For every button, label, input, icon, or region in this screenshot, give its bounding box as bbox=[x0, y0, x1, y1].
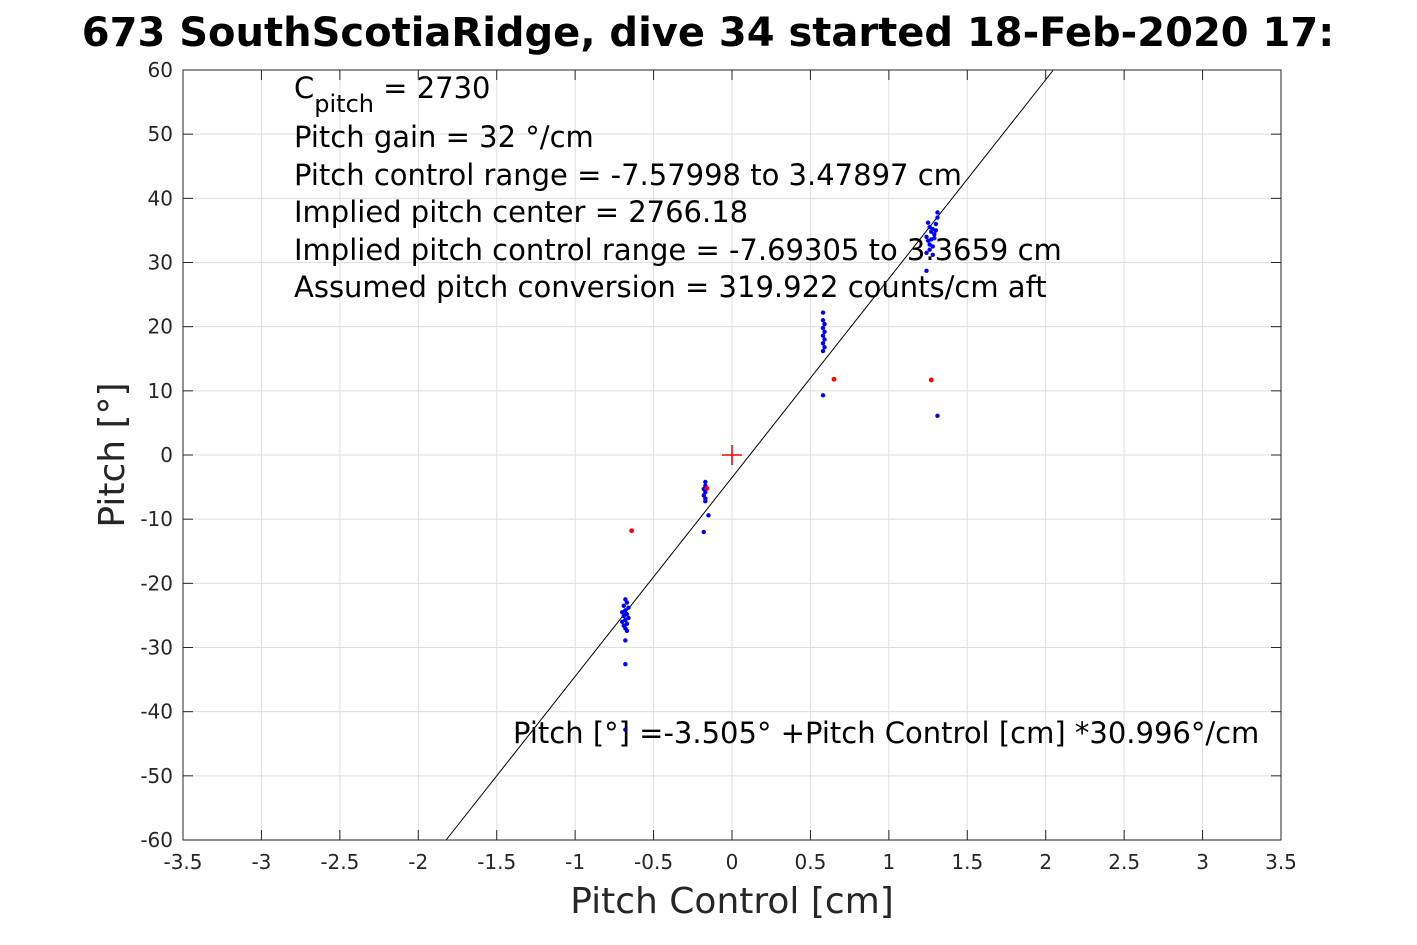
x-tick-label: 0 bbox=[726, 850, 739, 874]
blue-data-point bbox=[930, 244, 935, 249]
blue-data-point bbox=[932, 235, 937, 241]
annotation-block: Cpitch = 2730 Pitch gain = 32 °/cm Pitch… bbox=[294, 71, 1259, 750]
blue-data-point bbox=[935, 215, 940, 220]
x-tick-label: 2.5 bbox=[1108, 850, 1140, 874]
y-tick-label: -50 bbox=[140, 764, 173, 788]
blue-data-point bbox=[820, 318, 826, 323]
blue-data-point bbox=[623, 638, 628, 643]
y-tick-label: 50 bbox=[148, 122, 173, 146]
blue-data-point bbox=[624, 600, 630, 605]
y-tick-label: 10 bbox=[148, 379, 173, 403]
x-tick-label: -0.5 bbox=[634, 850, 673, 874]
red-data-point bbox=[928, 377, 934, 383]
y-tick-label: 60 bbox=[148, 58, 173, 82]
blue-data-point bbox=[935, 210, 940, 215]
blue-data-point bbox=[930, 252, 935, 257]
blue-data-point bbox=[924, 234, 929, 240]
control-range-annotation: Pitch control range = -7.57998 to 3.4789… bbox=[294, 158, 962, 192]
blue-data-point bbox=[623, 661, 628, 667]
y-tick-label: 30 bbox=[148, 251, 173, 275]
blue-data-point bbox=[820, 348, 826, 354]
blue-data-point bbox=[820, 393, 826, 398]
x-tick-label: -3.5 bbox=[163, 850, 202, 874]
blue-data-point bbox=[820, 325, 826, 331]
blue-data-point bbox=[703, 479, 708, 485]
blue-data-point bbox=[933, 228, 939, 233]
blue-data-point bbox=[621, 613, 626, 619]
blue-data-point bbox=[927, 247, 932, 252]
x-tick-label: -1 bbox=[565, 850, 585, 874]
blue-data-point bbox=[935, 413, 940, 419]
c-pitch-subscript: pitch bbox=[314, 90, 374, 118]
x-tick-label: -2.5 bbox=[320, 850, 359, 874]
x-tick-label: 1.5 bbox=[951, 850, 983, 874]
y-tick-label: -60 bbox=[140, 828, 173, 852]
y-tick-label: 20 bbox=[148, 315, 173, 339]
fit-equation-annotation: Pitch [°] =-3.505° +Pitch Control [cm] *… bbox=[513, 716, 1259, 750]
data-points bbox=[620, 210, 940, 732]
blue-data-point bbox=[706, 513, 711, 518]
chart-title: 673 SouthScotiaRidge, dive 34 started 18… bbox=[82, 10, 1334, 56]
blue-data-point bbox=[620, 610, 625, 615]
blue-data-point bbox=[822, 345, 827, 350]
blue-data-point bbox=[701, 529, 706, 535]
blue-data-point bbox=[822, 321, 827, 327]
fit-line-group bbox=[445, 69, 1054, 841]
x-tick-label: -2 bbox=[408, 850, 428, 874]
blue-data-point bbox=[820, 341, 826, 346]
y-axis-label: Pitch [°] bbox=[92, 382, 133, 527]
x-axis-label: Pitch Control [cm] bbox=[570, 881, 894, 922]
blue-data-point bbox=[924, 250, 929, 256]
y-tick-label: -30 bbox=[140, 636, 173, 660]
y-tick-label: 0 bbox=[160, 443, 173, 467]
x-tick-label: -3 bbox=[251, 850, 271, 874]
x-tick-label: 0.5 bbox=[795, 850, 827, 874]
x-tick-labels: -3.5 -3 -2.5 -2 -1.5 -1 -0.5 0 0.5 1 1.5 2 2.5 3 3.5 bbox=[163, 850, 1296, 874]
implied-center-annotation: Implied pitch center = 2766.18 bbox=[294, 195, 748, 229]
y-tick-label: -40 bbox=[140, 700, 173, 724]
blue-data-point bbox=[932, 232, 937, 237]
c-pitch-annotation: Cpitch = 2730 bbox=[294, 71, 491, 118]
x-tick-label: 1 bbox=[882, 850, 895, 874]
x-tick-label: -1.5 bbox=[477, 850, 516, 874]
pitch-gain-annotation: Pitch gain = 32 °/cm bbox=[294, 120, 594, 154]
x-tick-label: 3 bbox=[1196, 850, 1209, 874]
c-pitch-main: C bbox=[294, 71, 314, 105]
x-tick-label: 2 bbox=[1039, 850, 1052, 874]
blue-data-point bbox=[933, 221, 939, 227]
blue-data-point bbox=[623, 727, 628, 732]
c-pitch-value: = 2730 bbox=[374, 71, 491, 105]
blue-data-point bbox=[620, 619, 625, 625]
y-tick-label: 40 bbox=[148, 186, 173, 210]
blue-data-point bbox=[820, 333, 826, 338]
y-tick-labels: -60 -50 -40 -30 -20 -10 0 10 20 30 40 50 60 bbox=[140, 58, 173, 852]
implied-range-annotation: Implied pitch control range = -7.69305 t… bbox=[294, 233, 1062, 267]
red-data-point bbox=[629, 528, 635, 534]
blue-data-point bbox=[624, 628, 630, 634]
red-data-point bbox=[831, 376, 837, 382]
blue-data-point bbox=[703, 499, 708, 504]
y-tick-label: -10 bbox=[140, 507, 173, 531]
blue-data-point bbox=[925, 220, 931, 225]
blue-data-point bbox=[820, 310, 826, 315]
conversion-annotation: Assumed pitch conversion = 319.922 count… bbox=[294, 270, 1047, 304]
center-marker-group bbox=[722, 445, 742, 465]
blue-data-point bbox=[626, 605, 631, 610]
blue-data-point bbox=[924, 268, 929, 274]
fit-line bbox=[445, 69, 1054, 841]
red-data-point bbox=[704, 485, 710, 491]
blue-data-point bbox=[822, 337, 827, 342]
x-tick-label: 3.5 bbox=[1265, 850, 1297, 874]
tick-marks bbox=[182, 69, 1282, 841]
blue-data-point bbox=[621, 603, 626, 608]
blue-data-point bbox=[822, 329, 827, 334]
y-tick-label: -20 bbox=[140, 571, 173, 595]
